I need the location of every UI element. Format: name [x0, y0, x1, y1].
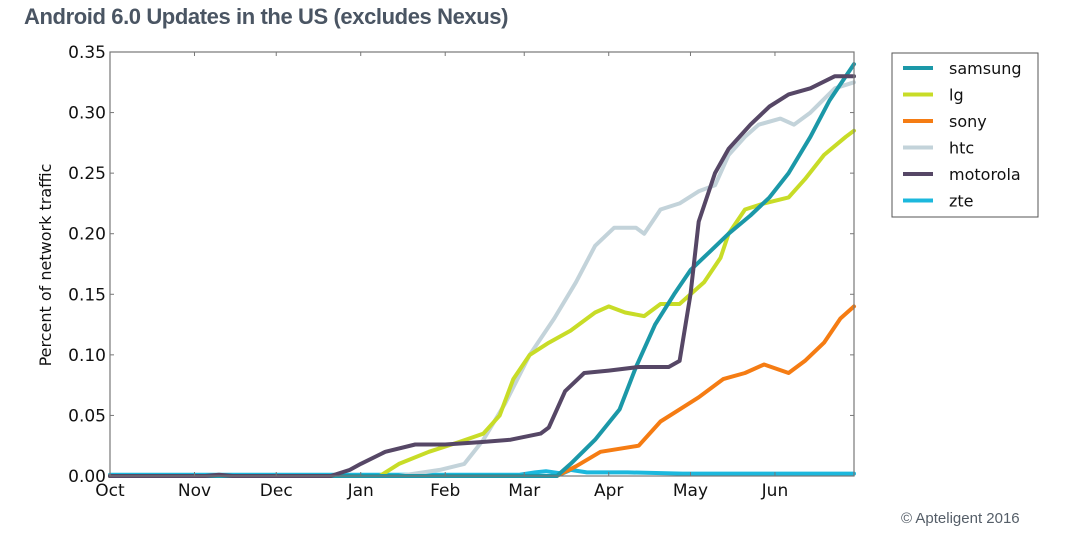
chart-title: Android 6.0 Updates in the US (excludes …: [24, 4, 509, 29]
series-line-sony: [108, 304, 856, 478]
ticks: 0.00 0.05 0.10 0.15 0.20 0.25 0.30 0.35 Oct Nov De…: [68, 43, 854, 501]
x-tick-label: Jan: [347, 481, 374, 501]
x-tick-label: Apr: [594, 481, 623, 501]
legend-box: [891, 52, 1039, 218]
series-line-htc: [108, 80, 856, 478]
x-tick-label: Oct: [95, 481, 125, 501]
x-tick-label: Feb: [430, 481, 460, 501]
x-tick-label: Mar: [508, 481, 540, 501]
copyright-credit: © Apteligent 2016: [901, 510, 1020, 527]
legend-label-samsung: samsung: [949, 59, 1022, 78]
legend-label-lg: lg: [949, 86, 964, 105]
x-tick-label: May: [673, 481, 708, 501]
series-line-samsung: [108, 62, 856, 478]
y-tick-label: 0.35: [68, 43, 106, 63]
y-tick-label: 0.00: [68, 467, 106, 487]
series-line-motorola: [108, 74, 856, 478]
legend-label-htc: htc: [949, 139, 974, 158]
y-tick-label: 0.30: [68, 104, 106, 124]
x-tick-label: Dec: [260, 481, 293, 501]
legend-label-sony: sony: [949, 112, 987, 131]
legend-label-zte: zte: [949, 192, 974, 211]
y-axis-label: Percent of network traffic: [36, 164, 55, 367]
x-tick-label: Nov: [178, 481, 211, 501]
y-tick-label: 0.20: [68, 225, 106, 245]
x-tick-label: Jun: [761, 481, 789, 501]
series-lines: [108, 62, 856, 478]
y-tick-label: 0.15: [68, 285, 106, 305]
y-tick-label: 0.05: [68, 406, 106, 426]
series-line-lg: [108, 128, 856, 478]
plot-frame: [109, 51, 855, 477]
legend: samsung lg sony htc motorola zte: [891, 52, 1039, 218]
legend-label-motorola: motorola: [949, 165, 1021, 184]
y-tick-label: 0.10: [68, 346, 106, 366]
y-tick-label: 0.25: [68, 164, 106, 184]
